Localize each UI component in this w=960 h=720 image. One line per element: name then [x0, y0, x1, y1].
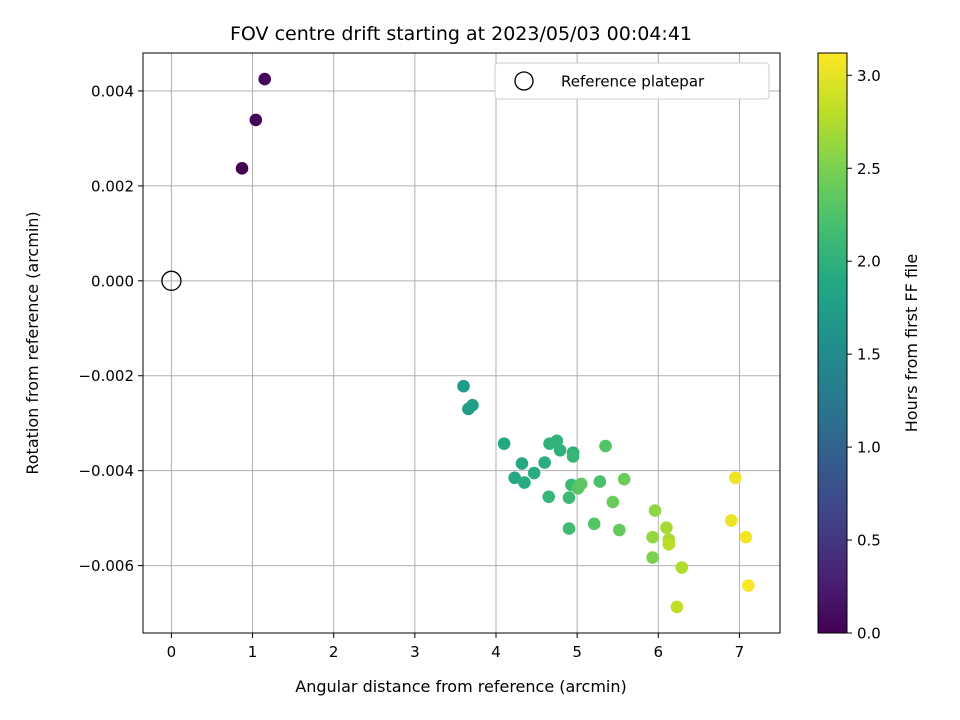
x-tick-label: 1	[248, 643, 258, 661]
scatter-point	[606, 495, 620, 509]
scatter-point	[739, 530, 753, 544]
colorbar-tick-label: 0.5	[857, 532, 881, 550]
colorbar-tick-label: 1.5	[857, 346, 881, 364]
y-tick-label: −0.002	[78, 367, 134, 385]
scatter-point	[670, 600, 684, 614]
plot-area: 0 1 2 3 4 5 6 7 −0.006 −0.004 −0.002 0.000 0.002 0.0…	[78, 52, 781, 661]
scatter-point	[497, 437, 511, 450]
chart-title: FOV centre drift starting at 2023/05/03 …	[230, 23, 692, 45]
scatter-point	[662, 537, 676, 551]
colorbar: 0.0 0.5 1.0 1.5 2.0 2.5 3.0 Hours from first F…	[817, 52, 921, 643]
scatter-point	[729, 471, 742, 485]
colorbar-tick-label: 0.0	[857, 625, 881, 643]
scatter-point	[599, 439, 612, 453]
grid-lines	[143, 53, 780, 633]
colorbar-gradient	[817, 52, 848, 634]
colorbar-tick-label: 2.0	[857, 253, 881, 271]
legend-marker	[514, 71, 534, 91]
x-tick-label: 2	[329, 643, 339, 661]
scatter-point	[538, 456, 551, 469]
x-tick-label: 3	[410, 643, 420, 661]
scatter-point	[562, 491, 576, 505]
scatter-point	[675, 561, 689, 574]
scatter-point	[617, 472, 631, 486]
x-axis-title: Angular distance from reference (arcmin)	[295, 677, 626, 696]
colorbar-tick-label: 1.0	[857, 439, 881, 457]
scatter-point	[542, 490, 556, 504]
scatter-point	[457, 379, 470, 393]
x-tick-label: 7	[735, 643, 745, 661]
scatter-point	[562, 522, 576, 535]
x-tick-label: 6	[654, 643, 664, 661]
y-tick-label: 0.000	[91, 272, 134, 290]
scatter-point	[515, 457, 529, 470]
scatter-point	[648, 504, 662, 517]
scatter-point	[466, 398, 479, 412]
y-axis-title: Rotation from reference (arcmin)	[23, 211, 42, 474]
scatter-point	[587, 517, 601, 531]
scatter-point	[725, 514, 738, 527]
legend: Reference platepar	[494, 62, 770, 100]
x-tick-label: 4	[491, 643, 501, 661]
legend-label: Reference platepar	[561, 73, 705, 91]
scatter-point	[518, 476, 531, 489]
scatter-point	[553, 443, 567, 457]
scatter-point	[742, 579, 755, 592]
reference-point	[161, 270, 182, 291]
scatter-point	[660, 521, 673, 534]
x-axis-ticks: 0 1 2 3 4 5 6 7	[167, 633, 745, 661]
y-tick-label: −0.004	[78, 462, 134, 480]
colorbar-tick-label: 2.5	[857, 160, 881, 178]
scatter-point	[593, 475, 607, 488]
scatter-point	[258, 72, 272, 86]
colorbar-tick-label: 3.0	[857, 67, 881, 85]
reference-marker	[161, 270, 182, 291]
colorbar-ticks: 0.0 0.5 1.0 1.5 2.0 2.5 3.0	[847, 67, 881, 643]
plot-frame	[142, 52, 781, 634]
scatter-point	[566, 450, 580, 463]
scatter-point	[550, 434, 564, 448]
y-axis-ticks: −0.006 −0.004 −0.002 0.000 0.002 0.004	[78, 82, 143, 575]
scatter-point	[574, 477, 588, 491]
x-tick-label: 5	[572, 643, 582, 661]
scatter-point	[613, 523, 626, 537]
scatter-point	[508, 471, 521, 485]
legend-box	[494, 62, 770, 100]
y-tick-label: 0.004	[91, 82, 134, 100]
x-tick-label: 0	[167, 643, 177, 661]
scatter-point	[527, 466, 541, 480]
scatter-point	[249, 113, 263, 127]
y-tick-label: −0.006	[78, 557, 134, 575]
scatter-points	[235, 72, 755, 614]
y-tick-label: 0.002	[91, 177, 134, 195]
scatter-point	[646, 530, 659, 544]
scatter-point	[235, 162, 249, 175]
colorbar-title: Hours from first FF file	[902, 254, 921, 433]
scatter-point	[646, 551, 659, 564]
